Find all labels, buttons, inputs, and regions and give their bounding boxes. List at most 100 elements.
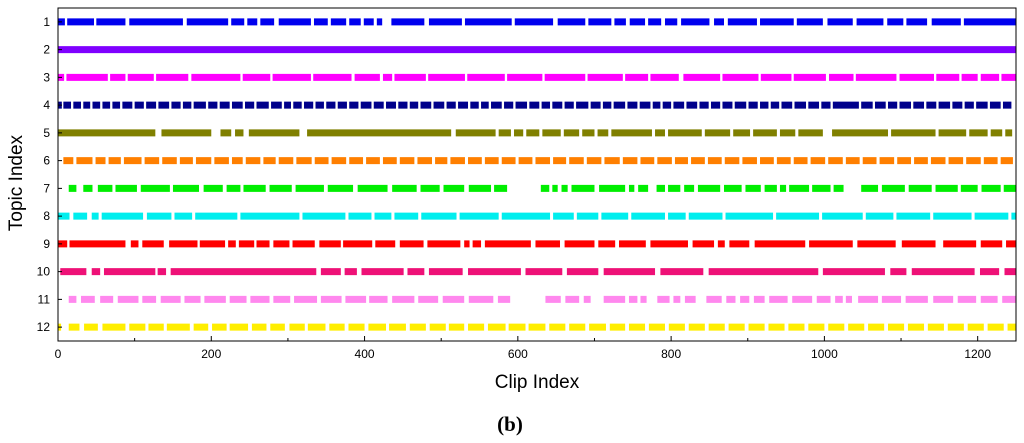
topic-6-run — [1000, 157, 1013, 165]
topic-2-band — [58, 46, 1016, 54]
topic-5-run — [542, 129, 561, 137]
topic-4-run — [373, 101, 384, 109]
topic-7-run — [789, 184, 810, 192]
topic-3-run — [1001, 73, 1016, 81]
topic-12-run — [68, 323, 80, 331]
topic-4-run — [899, 101, 912, 109]
y-axis-title: Topic Index — [6, 134, 27, 231]
topic-12-run — [368, 323, 387, 331]
y-tick-label: 2 — [43, 43, 50, 57]
topic-4-run — [989, 101, 1001, 109]
topic-4-run — [491, 101, 502, 109]
topic-10-run — [428, 268, 463, 276]
topic-7-run — [115, 184, 137, 192]
topic-4-run — [398, 101, 408, 109]
topic-6-run — [331, 157, 347, 165]
topic-8-run — [668, 212, 686, 220]
topic-7-run — [599, 184, 626, 192]
topic-6-run — [123, 157, 142, 165]
topic-1-run — [681, 18, 710, 26]
topic-6-run — [245, 157, 261, 165]
topic-5-run — [938, 129, 967, 137]
topic-4-run — [245, 101, 255, 109]
topic-1-run — [67, 18, 95, 26]
topic-4-run — [808, 101, 820, 109]
topic-12-run — [429, 323, 446, 331]
topic-6-run — [399, 157, 415, 165]
topic-11-run — [345, 295, 367, 303]
topic-4-run — [781, 101, 793, 109]
x-tick-label: 1000 — [811, 347, 838, 361]
topic-1-run — [260, 18, 275, 26]
topic-11-run — [881, 295, 902, 303]
topic-11-run — [273, 295, 291, 303]
topic-5-run — [248, 129, 300, 137]
topic-9-run — [292, 240, 315, 248]
topic-4-run — [770, 101, 780, 109]
topic-12-run — [888, 323, 905, 331]
topic-4-run — [564, 101, 574, 109]
topic-10-run — [911, 268, 975, 276]
topic-11-run — [657, 295, 670, 303]
topic-6-run — [349, 157, 364, 165]
topic-9-run — [238, 240, 255, 248]
topic-7-run — [540, 184, 550, 192]
topic-11-run — [753, 295, 765, 303]
topic-9-run — [809, 240, 853, 248]
topic-6-run — [76, 157, 93, 165]
topic-5-run — [526, 129, 540, 137]
topic-1-run — [557, 18, 586, 26]
topic-4-run — [748, 101, 758, 109]
topic-7-run — [561, 184, 568, 192]
topic-11-run — [980, 295, 998, 303]
topic-6-run — [914, 157, 928, 165]
topic-1-run — [313, 18, 328, 26]
topic-4-run — [552, 101, 563, 109]
topic-1-run — [664, 18, 678, 26]
topic-7-run — [833, 184, 844, 192]
topic-9-run — [472, 240, 482, 248]
topic-4-run — [420, 101, 432, 109]
topic-11-run — [320, 295, 342, 303]
topic-7-run — [295, 184, 324, 192]
topic-6-run — [862, 157, 877, 165]
topic-12-run — [329, 323, 345, 331]
topic-12-run — [448, 323, 465, 331]
topic-1-run — [376, 18, 383, 26]
topic-12-run — [102, 323, 126, 331]
topic-11-run — [905, 295, 928, 303]
topic-12-run — [487, 323, 506, 331]
topic-7-run — [684, 184, 695, 192]
topic-8-run — [725, 212, 774, 220]
topic-5-run — [969, 129, 988, 137]
topic-8-run — [146, 212, 172, 220]
topic-10-run — [979, 268, 1000, 276]
topic-1-run — [588, 18, 612, 26]
topic-7-run — [861, 184, 879, 192]
topic-8-run — [195, 212, 238, 220]
topic-7-run — [1003, 184, 1016, 192]
topic-9-run — [199, 240, 226, 248]
topic-1-run — [231, 18, 245, 26]
topic-4-run — [722, 101, 733, 109]
topic-6-run — [179, 157, 193, 165]
x-axis-title: Clip Index — [495, 372, 580, 393]
topic-4-run — [976, 101, 988, 109]
topic-6-run — [707, 157, 722, 165]
topic-6-run — [569, 157, 584, 165]
topic-11-run — [858, 295, 879, 303]
topic-6-run — [724, 157, 740, 165]
topic-11-run — [769, 295, 788, 303]
topic-4-run — [304, 101, 314, 109]
topic-6-run — [435, 157, 448, 165]
topic-6-run — [897, 157, 912, 165]
topic-11-run — [80, 295, 95, 303]
topic-9-run — [228, 240, 236, 248]
topic-8-run — [374, 212, 392, 220]
topic-3-run — [272, 73, 311, 81]
topic-3-run — [313, 73, 352, 81]
topic-6-run — [553, 157, 567, 165]
topic-8-run — [974, 212, 1009, 220]
topic-10-run — [157, 268, 167, 276]
topic-11-run — [117, 295, 139, 303]
